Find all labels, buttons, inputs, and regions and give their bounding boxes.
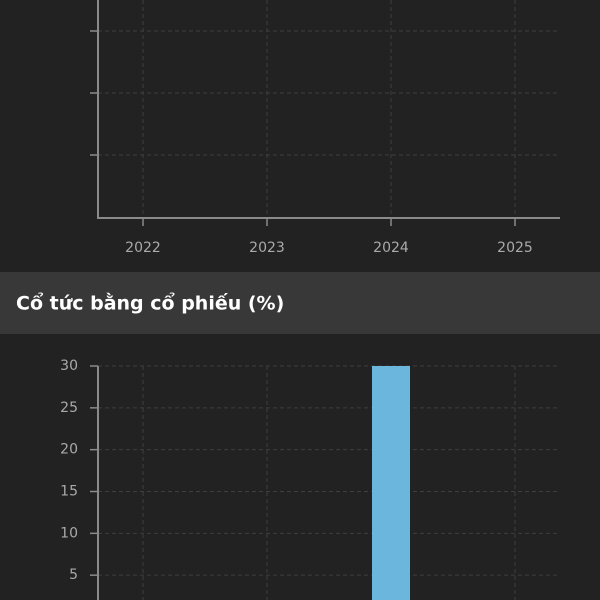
x-tick-label: 2023 <box>249 240 285 256</box>
y-tick-label: 20 <box>60 442 78 458</box>
section-title: Cổ tức bằng cổ phiếu (%) <box>16 292 284 315</box>
top-chart <box>90 30 560 156</box>
y-tick-label: 15 <box>60 484 78 500</box>
y-tick-label: 10 <box>60 525 78 541</box>
x-tick-label: 2025 <box>497 240 533 256</box>
x-tick-label: 2024 <box>373 240 409 256</box>
x-tick-label: 2022 <box>125 240 161 256</box>
y-tick-label: 25 <box>60 400 78 416</box>
y-tick-label: 5 <box>69 567 78 583</box>
y-tick-label: 30 <box>60 358 78 374</box>
section-header <box>0 272 600 334</box>
bar <box>372 366 410 600</box>
